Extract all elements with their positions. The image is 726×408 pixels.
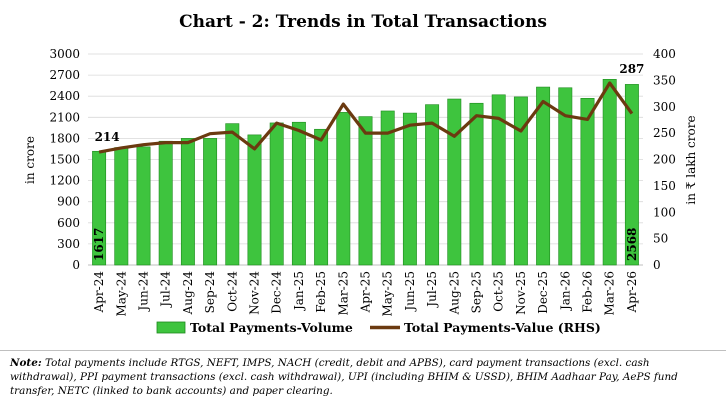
y-tick-label: 600 (57, 216, 80, 230)
bar (336, 112, 351, 266)
value-line (98, 81, 634, 154)
x-tick-label: Apr-25 (359, 271, 373, 313)
divider (0, 350, 726, 351)
y-axis-left: 0 300 600 900 1200 1500 1800 2100 2400 2700 3000 (49, 47, 80, 272)
y-tick-label: 300 (57, 237, 80, 251)
x-tick-label: Nov-24 (248, 271, 262, 315)
bar (402, 112, 417, 266)
bar (380, 110, 395, 266)
bar (136, 146, 151, 266)
x-axis: Apr-24 May-24 Jun-24 Jul-24 Aug-24 Sep-24 Oct-… (92, 271, 639, 317)
bar (602, 79, 617, 266)
legend-volume-label: Total Payments-Volume (190, 320, 353, 335)
bar (314, 128, 329, 266)
note-text: Total payments include RTGS, NEFT, IMPS,… (10, 357, 678, 397)
x-tick-label: May-24 (114, 271, 128, 317)
y2-axis-title: in ₹ lakh crore (684, 115, 698, 204)
y2-tick-label: 400 (653, 47, 676, 61)
chart: Chart - 2: Trends in Total Transactions … (23, 12, 698, 335)
y-tick-label: 2700 (49, 68, 80, 82)
y-tick-label: 900 (57, 195, 80, 209)
bar (291, 121, 306, 266)
y-tick-label: 1200 (49, 174, 80, 188)
bar (203, 138, 218, 266)
y2-tick-label: 0 (653, 258, 661, 272)
bar (469, 102, 484, 266)
y-axis-title: in crore (23, 136, 37, 184)
x-tick-label: Jun-24 (137, 271, 151, 313)
bar (580, 98, 595, 266)
x-tick-label: Sep-25 (470, 271, 484, 313)
line-series (98, 81, 634, 154)
y2-tick-label: 50 (653, 232, 668, 246)
bar (425, 104, 440, 266)
line-label-last: 287 (619, 62, 644, 76)
x-tick-label: Jul-25 (425, 271, 439, 309)
legend-volume-swatch (156, 321, 186, 334)
note-label: Note: (10, 357, 42, 369)
x-tick-label: Oct-24 (225, 271, 239, 312)
bar (558, 87, 573, 266)
x-tick-label: Jun-25 (403, 271, 417, 313)
note: Note: Total payments include RTGS, NEFT,… (10, 356, 716, 398)
line-label-first: 214 (95, 130, 120, 144)
x-tick-label: Dec-24 (270, 271, 284, 314)
bar (225, 123, 240, 266)
x-tick-label: Jan-25 (292, 271, 306, 312)
x-tick-label: Jul-24 (159, 271, 173, 309)
x-tick-label: Aug-25 (447, 271, 461, 315)
legend: Total Payments-Volume Total Payments-Val… (156, 320, 601, 335)
x-tick-label: Feb-25 (314, 271, 328, 313)
y2-tick-label: 200 (653, 153, 676, 167)
y2-tick-label: 150 (653, 179, 676, 193)
y2-tick-label: 300 (653, 100, 676, 114)
bar (358, 116, 373, 266)
x-tick-label: Aug-24 (181, 271, 195, 316)
bar (513, 96, 528, 266)
x-tick-label: Feb-26 (581, 271, 595, 313)
x-tick-label: Oct-25 (492, 271, 506, 312)
bar (624, 84, 639, 266)
x-tick-label: Mar-25 (336, 271, 350, 316)
y-axis-right: 0 50 100 150 200 250 300 350 400 (653, 47, 676, 272)
bar-series (92, 79, 639, 266)
chart-title: Chart - 2: Trends in Total Transactions (179, 12, 547, 32)
legend-value-label: Total Payments-Value (RHS) (404, 320, 601, 335)
y2-tick-label: 350 (653, 73, 676, 87)
x-tick-label: Jan-26 (558, 271, 572, 312)
y-tick-label: 0 (72, 258, 80, 272)
bar (180, 138, 195, 266)
y-tick-label: 1500 (49, 153, 80, 167)
bar-label-last: 2568 (625, 228, 639, 261)
x-tick-label: Sep-24 (203, 271, 217, 314)
bar-label-first: 1617 (92, 228, 106, 261)
x-tick-label: May-25 (381, 271, 395, 317)
x-tick-label: Dec-25 (536, 271, 550, 314)
bar (447, 98, 462, 266)
y-tick-label: 3000 (49, 47, 80, 61)
x-tick-label: Mar-26 (603, 271, 617, 316)
bar (536, 86, 551, 266)
y-tick-label: 2400 (49, 89, 80, 103)
y-tick-label: 1800 (49, 131, 80, 145)
bar (114, 147, 129, 266)
bar (491, 94, 506, 266)
y2-tick-label: 100 (653, 205, 676, 219)
data-labels: 1617 2568 214 287 (92, 62, 644, 261)
bar (158, 140, 173, 266)
x-tick-label: Apr-24 (92, 271, 106, 314)
x-tick-label: Nov-25 (514, 271, 528, 315)
bar (247, 134, 262, 266)
y-tick-label: 2100 (49, 110, 80, 124)
y2-tick-label: 250 (653, 126, 676, 140)
bar (269, 122, 284, 266)
x-tick-label: Apr-26 (625, 271, 639, 313)
